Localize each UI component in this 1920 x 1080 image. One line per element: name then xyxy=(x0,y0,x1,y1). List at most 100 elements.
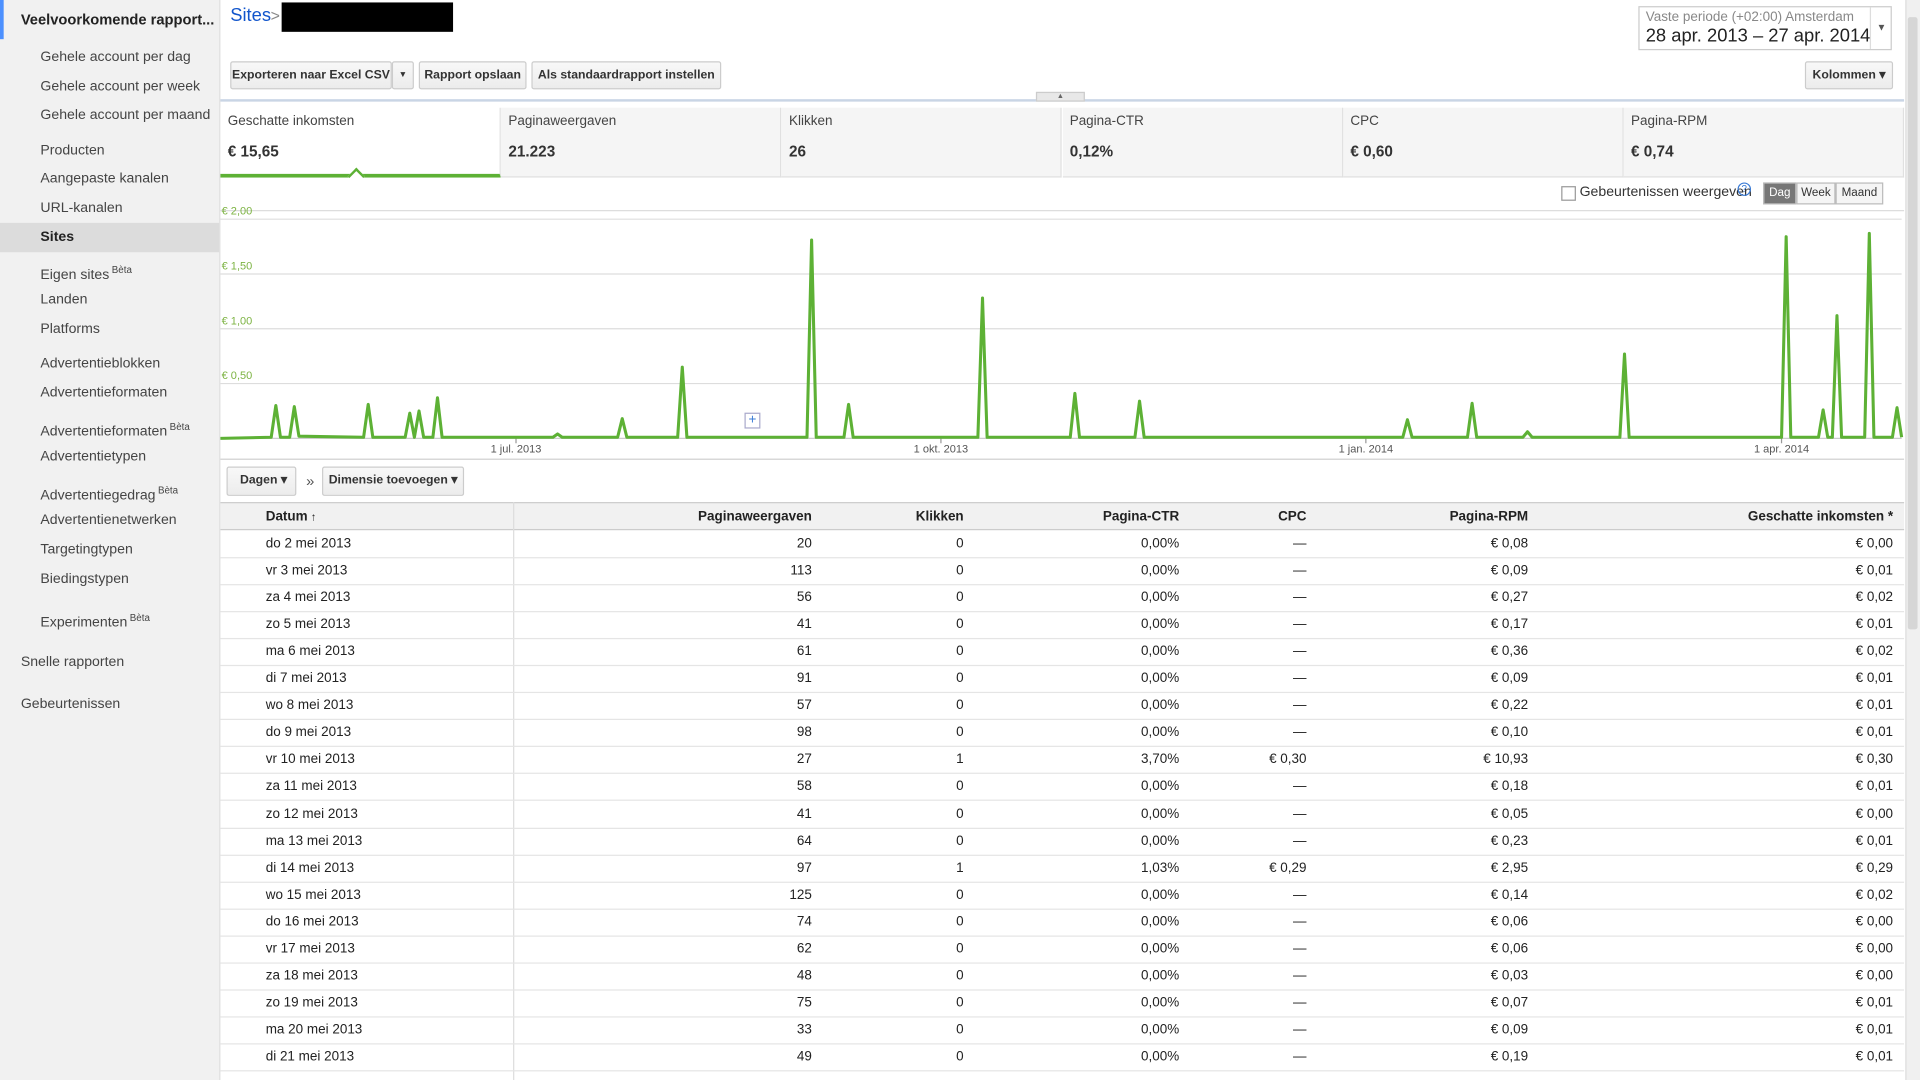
period-button[interactable]: Maand xyxy=(1835,182,1884,205)
row-divider xyxy=(220,773,1905,775)
nav-item[interactable]: Biedingstypen xyxy=(40,571,129,587)
row-divider xyxy=(220,827,1905,829)
dimension-button[interactable]: Dagen ▾ xyxy=(226,466,297,496)
table-cell: € 10,93 xyxy=(1483,752,1529,768)
table-cell: — xyxy=(1293,779,1307,795)
period-button[interactable]: Dag xyxy=(1763,182,1797,205)
table-cell: € 0,01 xyxy=(1855,725,1894,741)
nav-item[interactable]: Gehele account per maand xyxy=(40,107,211,123)
nav-item[interactable]: Advertentieblokken xyxy=(40,356,161,372)
table-cell: 49 xyxy=(796,1049,812,1065)
columns-button[interactable]: Kolommen ▾ xyxy=(1804,61,1894,90)
table-cell: € 0,01 xyxy=(1855,563,1894,579)
nav-link[interactable]: Gebeurtenissen xyxy=(20,696,121,712)
table-cell: € 0,09 xyxy=(1490,1022,1529,1038)
nav-item[interactable]: URL-kanalen xyxy=(40,200,123,216)
table-cell: 0 xyxy=(956,1022,964,1038)
metric-card[interactable]: Paginaweergaven 21.223 xyxy=(501,107,782,178)
table-cell: — xyxy=(1293,806,1307,822)
nav-item[interactable]: Platforms xyxy=(40,322,100,337)
column-header[interactable]: CPC xyxy=(1278,509,1307,525)
table-cell: do 9 mei 2013 xyxy=(265,725,352,741)
metric-card[interactable]: CPC € 0,60 xyxy=(1343,107,1624,178)
row-divider xyxy=(220,881,1905,883)
add-dimension-button[interactable]: Dimensie toevoegen ▾ xyxy=(322,466,465,496)
nav-item[interactable]: Advertentieformaten xyxy=(40,385,168,401)
nav-item[interactable]: Landen xyxy=(40,292,88,308)
toolbar-button[interactable]: Rapport opslaan xyxy=(418,61,527,90)
row-divider xyxy=(220,719,1905,721)
table-cell: € 0,01 xyxy=(1855,671,1894,687)
table-cell: € 0,00 xyxy=(1855,806,1894,822)
column-header[interactable]: Geschatte inkomsten * xyxy=(1747,509,1894,525)
table-cell: 56 xyxy=(796,590,812,606)
metric-label: CPC xyxy=(1350,113,1379,129)
metric-label: Klikken xyxy=(789,113,833,129)
nav-item[interactable]: Experimenten Bèta xyxy=(40,609,150,633)
row-divider xyxy=(220,1016,1905,1018)
breadcrumb[interactable]: Sites xyxy=(230,4,272,26)
metric-card[interactable]: Klikken 26 xyxy=(781,107,1063,178)
column-header[interactable]: Klikken xyxy=(915,509,964,525)
row-divider xyxy=(220,746,1905,748)
column-header[interactable]: Datum ↑ xyxy=(265,509,317,525)
metric-card[interactable]: Geschatte inkomsten € 15,65 xyxy=(220,107,501,178)
table-cell: 33 xyxy=(796,1022,812,1038)
table-cell: 20 xyxy=(796,536,812,552)
nav-item[interactable]: Advertentieformaten Bèta xyxy=(40,418,189,442)
metric-value: € 0,74 xyxy=(1631,143,1674,161)
add-dimension-label: Dimensie toevoegen xyxy=(328,473,448,488)
nav-item[interactable]: Advertentietypen xyxy=(40,449,147,465)
date-range[interactable] xyxy=(1638,6,1892,51)
nav-badge: Bèta xyxy=(157,484,179,496)
metric-value: 21.223 xyxy=(508,143,556,161)
revenue-line xyxy=(220,231,1904,440)
table-cell: — xyxy=(1293,671,1307,687)
table-cell: 48 xyxy=(796,968,812,984)
table-cell: € 0,00 xyxy=(1855,536,1894,552)
table-cell: — xyxy=(1293,644,1307,660)
table-cell: 0 xyxy=(956,1049,964,1065)
nav-link[interactable]: Snelle rapporten xyxy=(20,655,125,670)
table-cell: € 0,06 xyxy=(1490,941,1529,957)
table-cell: € 0,01 xyxy=(1855,1022,1894,1038)
nav-item[interactable]: Aangepaste kanalen xyxy=(40,171,169,187)
period-button[interactable]: Week xyxy=(1796,182,1836,205)
help-icon: ? xyxy=(1737,182,1752,196)
column-header[interactable]: Paginaweergaven xyxy=(698,509,812,525)
column-header[interactable]: Pagina-RPM xyxy=(1449,509,1529,525)
nav-item[interactable]: Sites xyxy=(40,228,74,248)
metric-card[interactable]: Pagina-CTR 0,12% xyxy=(1062,107,1343,178)
events-checkbox[interactable] xyxy=(1561,186,1576,201)
nav-item[interactable]: Targetingtypen xyxy=(40,542,133,558)
nav-item[interactable]: Producten xyxy=(40,143,105,158)
table-cell: 3,70% xyxy=(1140,752,1180,768)
toolbar-button[interactable]: Als standaardrapport instellen xyxy=(531,61,722,90)
table-cell: 62 xyxy=(796,941,812,957)
nav-item[interactable]: Gehele account per dag xyxy=(40,50,191,65)
scrollbar-thumb[interactable] xyxy=(1907,17,1918,630)
annotation-marker[interactable]: + xyxy=(744,412,761,429)
toolbar-button[interactable]: Exporteren naar Excel CSV xyxy=(230,61,392,90)
nav-item[interactable]: Advertentienetwerken xyxy=(40,513,177,528)
table-cell: 0,00% xyxy=(1140,671,1180,687)
column-header[interactable]: Pagina-CTR xyxy=(1102,509,1180,525)
export-dropdown[interactable]: ▼ xyxy=(391,61,414,90)
nav-item[interactable]: Eigen sites Bèta xyxy=(40,261,132,285)
table-cell: € 0,36 xyxy=(1490,644,1529,660)
collapse-tab[interactable]: ▲ xyxy=(1035,91,1085,102)
metric-value: 0,12% xyxy=(1069,143,1114,161)
table-cell: 0,00% xyxy=(1140,536,1180,552)
table-cell: € 2,95 xyxy=(1490,860,1529,876)
table-cell: 113 xyxy=(790,563,812,579)
nav-item[interactable]: Advertentiegedrag Bèta xyxy=(40,481,178,505)
table-cell: € 0,23 xyxy=(1490,833,1529,849)
table-cell: za 11 mei 2013 xyxy=(265,779,357,795)
metric-label: Pagina-CTR xyxy=(1069,113,1144,129)
nav-item[interactable]: Gehele account per week xyxy=(40,79,201,95)
table-cell: za 4 mei 2013 xyxy=(265,590,351,606)
table-cell: € 0,01 xyxy=(1855,833,1894,849)
metric-card[interactable]: Pagina-RPM € 0,74 xyxy=(1623,107,1905,178)
